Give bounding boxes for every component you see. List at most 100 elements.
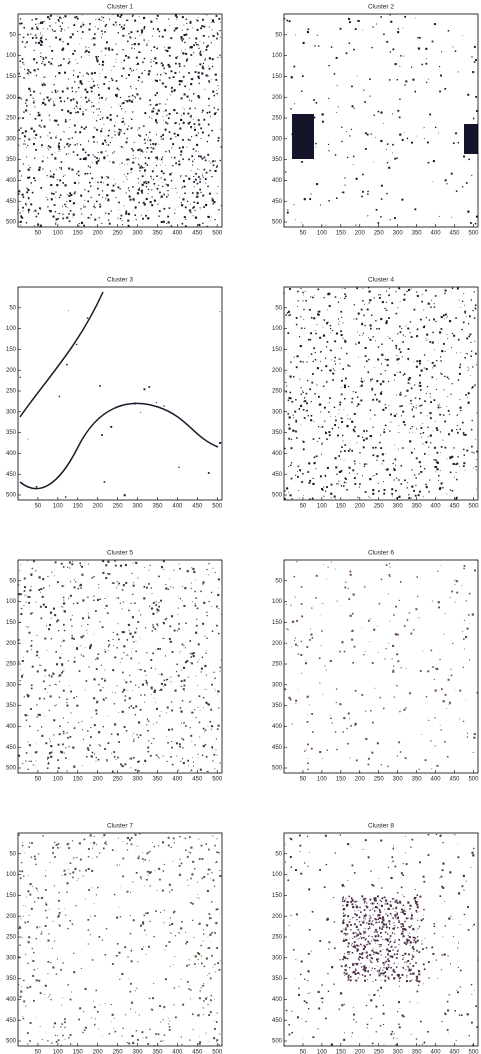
- speckle: [207, 615, 208, 616]
- speckle: [31, 640, 32, 641]
- speckle: [112, 963, 114, 965]
- speckle: [27, 963, 28, 964]
- speckle: [327, 918, 329, 920]
- speckle: [86, 756, 87, 757]
- speckle: [25, 144, 26, 145]
- speckle: [74, 727, 76, 729]
- speckle: [303, 409, 305, 411]
- speckle: [411, 1034, 412, 1035]
- speckle: [53, 1026, 54, 1027]
- speckle: [34, 225, 35, 226]
- speckle: [219, 969, 221, 971]
- speckle: [345, 296, 347, 298]
- speckle: [476, 489, 477, 490]
- speckle: [64, 1021, 66, 1023]
- speckle: [145, 163, 147, 165]
- speckle: [462, 186, 463, 187]
- speckle: [59, 213, 60, 214]
- speckle: [395, 633, 397, 635]
- speckle: [105, 76, 107, 78]
- speckle: [356, 406, 357, 407]
- speckle: [23, 916, 24, 917]
- speckle: [96, 701, 98, 703]
- speckle: [340, 28, 342, 30]
- speckle: [111, 1022, 112, 1023]
- speckle: [57, 218, 59, 220]
- speckle: [453, 463, 455, 465]
- speckle: [417, 936, 418, 937]
- speckle: [107, 213, 108, 214]
- speckle: [165, 655, 166, 656]
- speckle: [115, 134, 116, 135]
- speckle: [23, 657, 24, 658]
- speckle: [336, 749, 337, 750]
- speckle: [45, 875, 46, 876]
- speckle: [423, 432, 425, 434]
- speckle: [200, 710, 201, 711]
- speckle: [34, 858, 36, 860]
- speckle: [354, 304, 355, 305]
- speckle: [81, 566, 83, 568]
- speckle: [299, 845, 301, 847]
- speckle: [179, 80, 181, 82]
- speckle: [69, 561, 71, 563]
- speckle: [130, 1008, 131, 1009]
- speckle: [188, 178, 190, 180]
- speckle: [38, 897, 40, 899]
- speckle: [394, 158, 396, 160]
- speckle: [450, 489, 451, 490]
- speckle: [146, 182, 148, 184]
- speckle: [164, 910, 165, 911]
- speckle: [96, 713, 97, 714]
- speckle: [214, 999, 215, 1000]
- speckle: [131, 652, 132, 653]
- speckle: [77, 111, 79, 113]
- speckle: [460, 410, 461, 411]
- speckle: [220, 22, 221, 23]
- x-tick-label: 300: [393, 231, 404, 237]
- speckle: [58, 124, 59, 125]
- speckle: [307, 380, 308, 381]
- speckle: [167, 184, 169, 186]
- speckle: [123, 60, 125, 62]
- speckle: [59, 925, 61, 927]
- speckle: [390, 14, 391, 15]
- speckle: [122, 589, 123, 590]
- speckle: [110, 119, 112, 121]
- speckle: [111, 190, 113, 192]
- speckle: [360, 386, 361, 387]
- speckle: [59, 179, 61, 181]
- speckle: [142, 218, 144, 220]
- speckle: [405, 396, 406, 397]
- speckle: [190, 771, 191, 772]
- speckle: [408, 953, 410, 955]
- speckle: [132, 616, 134, 618]
- speckle: [400, 351, 402, 353]
- speckle: [210, 709, 212, 711]
- speckle: [402, 895, 403, 896]
- speckle: [56, 1041, 58, 1043]
- speckle: [358, 945, 359, 946]
- speckle: [183, 180, 185, 182]
- speckle: [66, 217, 68, 219]
- speckle: [42, 145, 43, 146]
- speckle: [191, 873, 193, 875]
- speckle: [296, 366, 298, 368]
- y-tick-label: 150: [6, 347, 17, 353]
- speckle: [426, 338, 427, 339]
- speckle: [103, 687, 104, 688]
- speckle: [193, 206, 195, 208]
- speckle: [79, 585, 81, 587]
- speckle: [99, 599, 100, 600]
- speckle: [471, 429, 472, 430]
- speckle: [428, 491, 429, 492]
- speckle: [396, 914, 397, 915]
- speckle: [343, 1039, 345, 1041]
- speckle: [78, 588, 79, 589]
- speckle: [364, 586, 365, 587]
- speckle: [33, 1000, 35, 1002]
- speckle: [120, 188, 121, 189]
- speckle: [344, 587, 346, 589]
- speckle: [64, 101, 65, 102]
- speckle: [181, 686, 182, 687]
